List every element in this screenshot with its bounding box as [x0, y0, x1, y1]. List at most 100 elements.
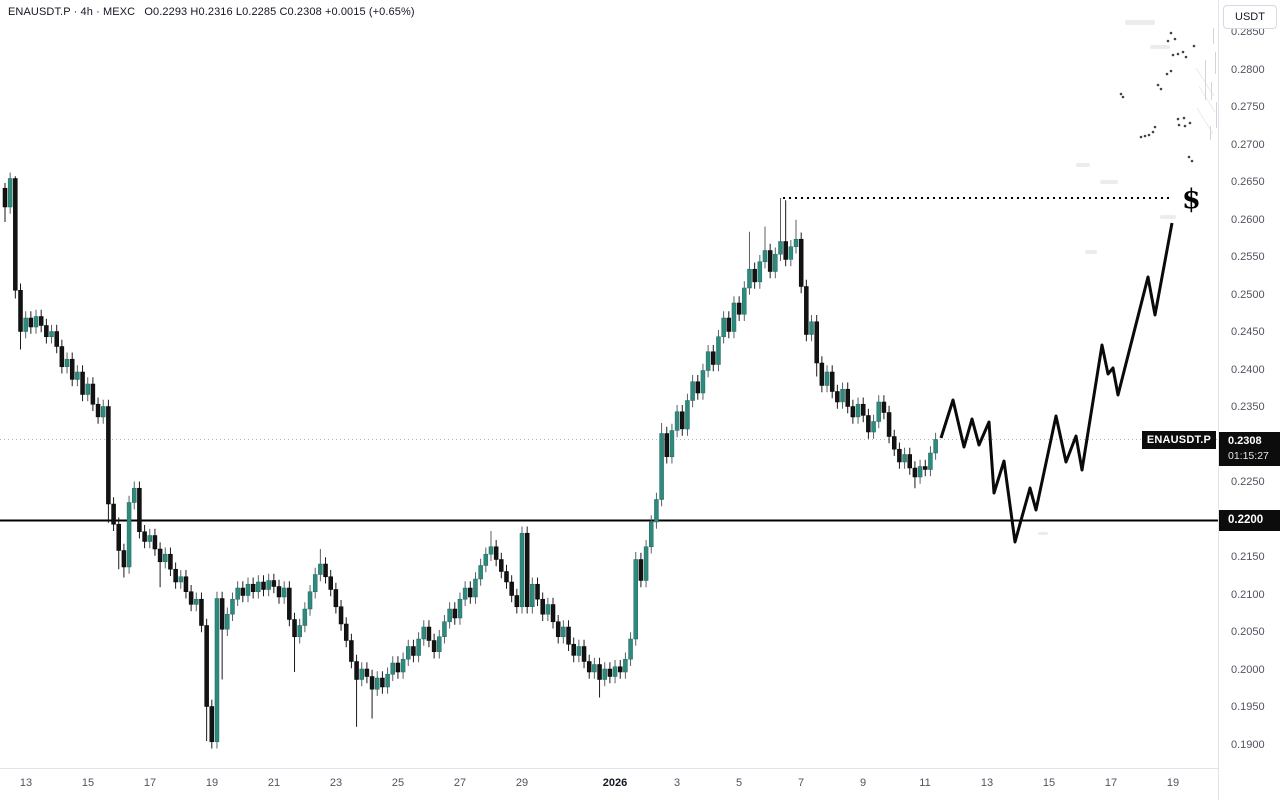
candle: [602, 668, 607, 680]
candle: [788, 246, 794, 260]
candle: [349, 640, 354, 662]
candle: [499, 559, 504, 572]
candle: [586, 661, 592, 673]
candle: [468, 587, 473, 598]
candle: [132, 487, 137, 503]
scribble-speck: [1147, 133, 1151, 137]
candle: [219, 598, 225, 630]
candle: [783, 241, 788, 260]
candle: [638, 559, 644, 581]
scribble-speck: [1143, 134, 1147, 138]
scribble-smudge: [1085, 250, 1097, 254]
time-label: 25: [391, 777, 405, 789]
time-label: 3: [673, 777, 681, 789]
price-axis[interactable]: 0.2850 0.2800 0.2750 0.2700 0.2650 0.2600 0.25…: [1218, 0, 1280, 800]
time-label: 15: [1042, 777, 1056, 789]
scribble-speck: [1187, 155, 1191, 159]
scribble-hatch: [1198, 85, 1216, 113]
candle: [2, 187, 8, 208]
last-price-value: 0.2308: [1228, 434, 1262, 447]
scribble-speck: [1184, 55, 1188, 59]
price-label: 0.2750: [1231, 101, 1265, 113]
candle: [183, 576, 189, 592]
candle: [28, 317, 34, 328]
candle: [680, 411, 685, 430]
candle: [406, 646, 411, 660]
candle: [271, 580, 277, 587]
scribble-smudge: [1160, 215, 1176, 219]
candle: [7, 178, 13, 208]
candle: [897, 448, 902, 463]
symbol-title[interactable]: ENAUSDT.P · 4h · MEXC: [8, 6, 136, 18]
candle: [478, 565, 483, 580]
candle: [462, 587, 468, 600]
scribble-smudge: [1076, 163, 1090, 167]
candle: [75, 371, 80, 380]
symbol-legend[interactable]: ENAUSDT.P · 4h · MEXC O0.2293 H0.2316 L0…: [8, 6, 415, 18]
candle: [829, 371, 835, 392]
candle: [281, 587, 287, 598]
candle: [576, 646, 582, 656]
candle: [426, 626, 432, 641]
candle: [126, 502, 132, 568]
candle: [886, 412, 892, 437]
candle: [891, 436, 897, 450]
candle: [302, 608, 308, 626]
candle: [416, 638, 421, 656]
candle: [369, 676, 375, 690]
candle: [121, 550, 127, 568]
candle: [380, 677, 385, 688]
candle: [716, 336, 721, 365]
candle: [793, 238, 799, 247]
candle: [199, 598, 204, 626]
scribble-dash: [1213, 28, 1214, 44]
candle: [250, 583, 256, 592]
candle: [685, 400, 690, 430]
price-label: 0.1950: [1231, 701, 1265, 713]
time-axis[interactable]: 13 15 17 19 21 23 25 27 29 2026 3 5 7 9 11 13 15 17 19: [0, 768, 1280, 800]
scribble-dash: [1210, 126, 1211, 140]
dollar-annotation: $: [1182, 184, 1201, 215]
scribble-speck: [1169, 31, 1173, 35]
candle: [736, 302, 742, 315]
candle: [488, 546, 494, 555]
scribble-speck: [1192, 44, 1196, 48]
scribble-smudge: [1038, 532, 1048, 535]
candle: [809, 321, 814, 335]
candle: [473, 578, 478, 598]
price-label: 0.2700: [1231, 138, 1265, 151]
candle: [726, 317, 732, 332]
time-label: 19: [205, 777, 219, 789]
time-label: 7: [797, 777, 805, 789]
price-label: 0.2050: [1231, 626, 1265, 638]
candle: [592, 664, 597, 673]
candle: [442, 621, 447, 637]
candle: [731, 302, 737, 332]
candle: [318, 563, 323, 575]
candle: [64, 358, 70, 367]
candle: [395, 662, 401, 673]
currency-toggle-button[interactable]: USDT: [1223, 5, 1277, 29]
bar-countdown: 01:15:27: [1228, 449, 1269, 462]
candle: [881, 401, 887, 413]
candle: [933, 439, 938, 454]
candle: [421, 626, 427, 640]
candle: [457, 598, 463, 619]
candle: [742, 287, 747, 315]
scribble-hatch: [1195, 67, 1215, 97]
candle: [669, 430, 675, 458]
candle: [519, 532, 525, 607]
candle: [90, 383, 96, 405]
candle: [447, 608, 452, 623]
last-price-badge: 0.2308 01:15:27: [1219, 431, 1280, 466]
scribble-speck: [1119, 92, 1123, 96]
time-label: 29: [515, 777, 529, 789]
candle: [333, 589, 339, 608]
candle: [643, 546, 649, 581]
scribble-dash: [1211, 82, 1212, 100]
candle: [597, 664, 602, 680]
price-label: 0.2600: [1231, 213, 1265, 226]
candle: [493, 546, 499, 560]
candle: [209, 706, 215, 743]
